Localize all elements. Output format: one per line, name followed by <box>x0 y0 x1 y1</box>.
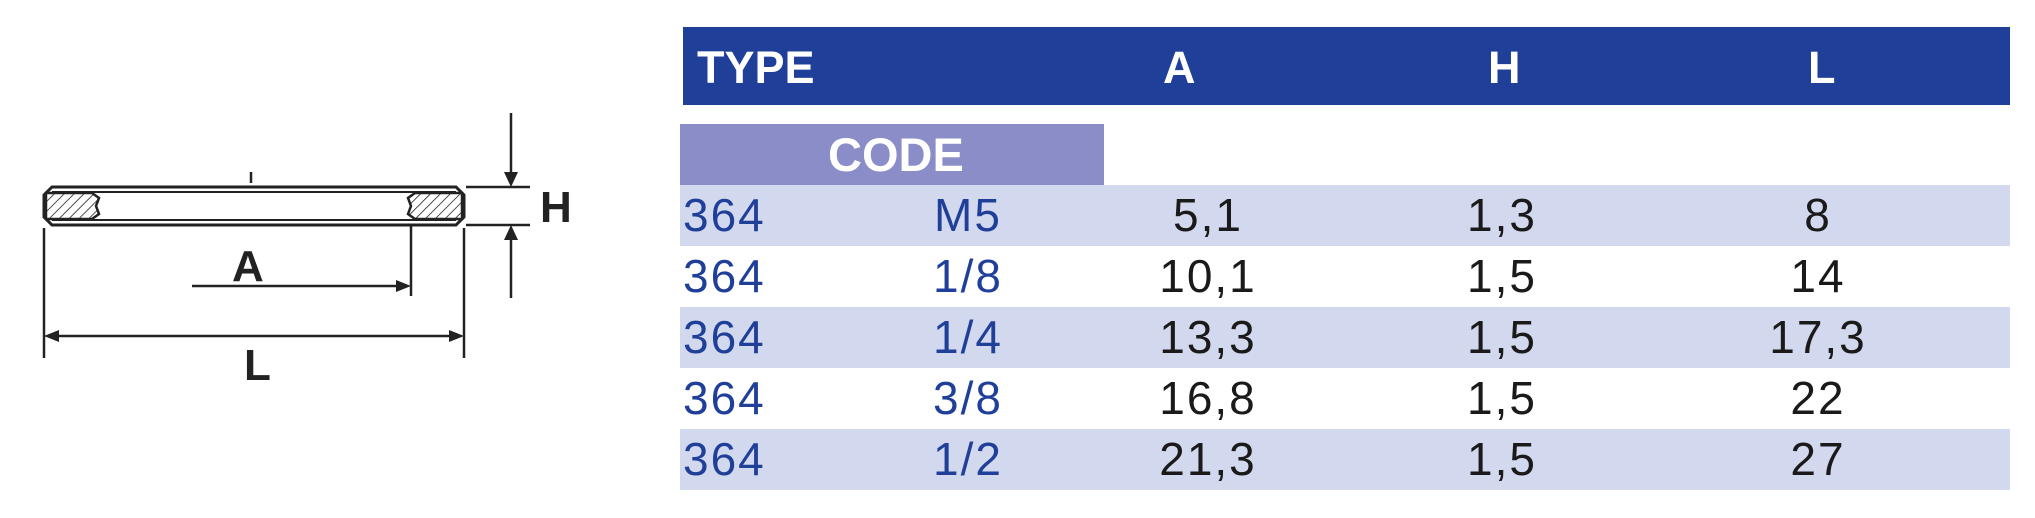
l-dimension <box>42 228 466 358</box>
cell-h: 1,5 <box>1467 311 1537 363</box>
cell-h: 1,3 <box>1467 189 1537 241</box>
cell-h: 1,5 <box>1467 372 1537 424</box>
cell-l: 14 <box>1790 250 1846 302</box>
cell-code: 1/2 <box>933 433 1003 485</box>
cell-l: 8 <box>1804 189 1832 241</box>
cell-a: 5,1 <box>1173 189 1243 241</box>
table-row: 364 3/8 16,8 1,5 22 <box>680 368 2010 429</box>
header-l: L <box>1808 42 1836 93</box>
cell-type: 364 <box>683 433 766 485</box>
a-label: A <box>232 242 264 291</box>
table-header: TYPE A H L <box>683 27 2010 105</box>
cell-code: 1/8 <box>933 250 1003 302</box>
table-row: 364 M5 5,1 1,3 8 <box>680 185 2010 246</box>
cell-type: 364 <box>683 311 766 363</box>
cell-type: 364 <box>683 189 766 241</box>
cell-a: 13,3 <box>1159 311 1257 363</box>
table-row: 364 1/4 13,3 1,5 17,3 <box>680 307 2010 368</box>
cell-l: 22 <box>1790 372 1846 424</box>
cell-type: 364 <box>683 250 766 302</box>
table-row: 364 1/8 10,1 1,5 14 <box>680 246 2010 307</box>
code-subheader: CODE <box>680 124 1104 185</box>
washer-cross-section <box>42 172 466 227</box>
cell-h: 1,5 <box>1467 433 1537 485</box>
header-h: H <box>1488 42 1521 93</box>
washer-drawing: H A L <box>42 113 572 390</box>
l-label: L <box>244 341 271 390</box>
cell-code: 3/8 <box>933 372 1003 424</box>
header-type: TYPE <box>697 42 815 93</box>
table-row: 364 1/2 21,3 1,5 27 <box>680 429 2010 490</box>
cell-h: 1,5 <box>1467 250 1537 302</box>
cell-a: 10,1 <box>1159 250 1257 302</box>
a-dimension <box>192 224 413 296</box>
cell-code: 1/4 <box>933 311 1003 363</box>
cell-type: 364 <box>683 372 766 424</box>
cell-l: 17,3 <box>1769 311 1867 363</box>
cell-code: M5 <box>934 189 1002 241</box>
h-label: H <box>540 183 572 232</box>
code-label: CODE <box>828 128 964 181</box>
h-dimension <box>466 113 530 298</box>
cell-a: 21,3 <box>1159 433 1257 485</box>
cell-a: 16,8 <box>1159 372 1257 424</box>
header-a: A <box>1163 42 1196 93</box>
cell-l: 27 <box>1790 433 1846 485</box>
dimensions-table: TYPE A H L CODE 364 M5 5,1 1,3 8 364 1/8… <box>680 0 2010 518</box>
